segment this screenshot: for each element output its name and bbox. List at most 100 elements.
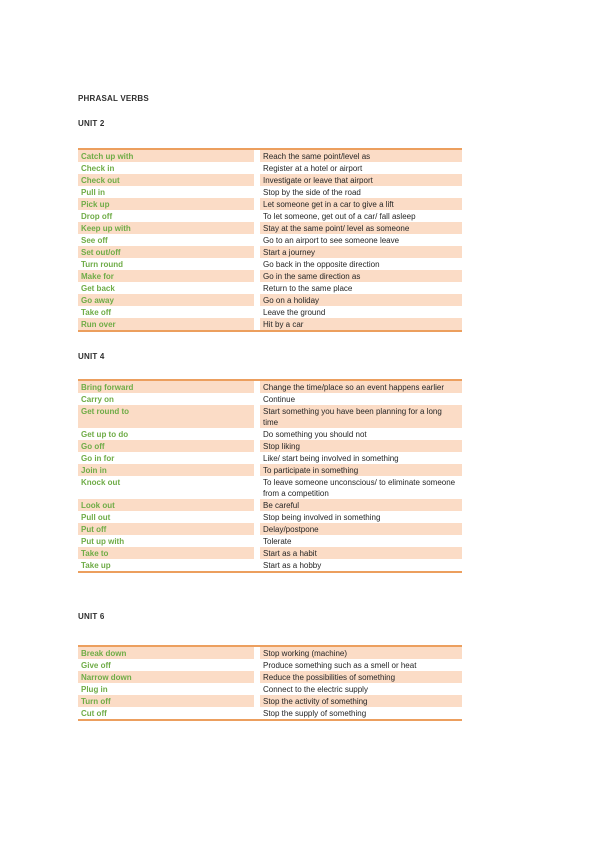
meaning: To let someone, get out of a car/ fall a… [263,212,416,221]
table-row: Pick up Let someone get in a car to give … [78,198,462,210]
meaning: Go in the same direction as [260,270,462,282]
meaning: Start something you have been planning f… [260,405,462,428]
phrasal-verb: Keep up with [78,222,254,234]
column-divider [254,246,260,258]
column-divider [254,318,260,330]
phrasal-verbs-table-unit-2: Catch up with Reach the same point/level … [78,148,462,332]
table-row: Join in To participate in something [78,464,462,476]
phrasal-verb: Give off [81,661,111,670]
meaning: Produce something such as a smell or hea… [263,661,417,670]
column-divider [254,707,260,719]
unit-heading-2: UNIT 2 [78,119,105,128]
column-divider [254,452,260,464]
table-row: Drop off To let someone, get out of a car… [78,210,462,222]
phrasal-verb: Take up [81,561,111,570]
table-row: Go away Go on a holiday [78,294,462,306]
doc-title: PHRASAL VERBS [78,94,149,103]
column-divider [254,174,260,186]
meaning: Start as a hobby [263,561,322,570]
table-row: Look out Be careful [78,499,462,511]
phrasal-verb: Knock out [81,478,121,487]
column-divider [254,405,260,428]
phrasal-verb: Drop off [81,212,113,221]
phrasal-verb: Break down [78,647,254,659]
meaning: Stop being involved in something [263,513,381,522]
column-divider [254,499,260,511]
table-row: Keep up with Stay at the same point/ leve… [78,222,462,234]
meaning: Return to the same place [263,284,353,293]
meaning: Start a journey [260,246,462,258]
phrasal-verb: Turn round [81,260,124,269]
phrasal-verb: Put off [78,523,254,535]
column-divider [254,186,260,198]
phrasal-verb: Set out/off [78,246,254,258]
table-row: Go in for Like/ start being involved in s… [78,452,462,464]
column-divider [254,535,260,547]
table-row: Catch up with Reach the same point/level … [78,150,462,162]
phrasal-verbs-table-unit-4: Bring forward Change the time/place so an… [78,379,462,573]
meaning: Stop working (machine) [260,647,462,659]
phrasal-verb: Join in [78,464,254,476]
table-row: Put off Delay/postpone [78,523,462,535]
meaning: Be careful [260,499,462,511]
column-divider [254,282,260,294]
meaning: Stop by the side of the road [263,188,361,197]
meaning: Delay/postpone [260,523,462,535]
phrasal-verb: Make for [78,270,254,282]
column-divider [254,523,260,535]
column-divider [254,511,260,523]
column-divider [254,306,260,318]
table-row: Carry on Continue [78,393,462,405]
column-divider [254,647,260,659]
table-row: Pull out Stop being involved in something [78,511,462,523]
column-divider [254,464,260,476]
meaning: Stop liking [260,440,462,452]
table-row: Turn off Stop the activity of something [78,695,462,707]
unit-heading-4: UNIT 4 [78,352,105,361]
phrasal-verb: See off [81,236,108,245]
table-row: Take to Start as a habit [78,547,462,559]
column-divider [254,476,260,499]
table-row: Get up to do Do something you should not [78,428,462,440]
phrasal-verb: Check in [81,164,115,173]
phrasal-verb: Catch up with [78,150,254,162]
column-divider [254,222,260,234]
meaning: Do something you should not [263,430,367,439]
table-row: Get round to Start something you have bee… [78,405,462,428]
column-divider [254,381,260,393]
table-row: Plug in Connect to the electric supply [78,683,462,695]
column-divider [254,234,260,246]
meaning: Go to an airport to see someone leave [263,236,400,245]
phrasal-verb: Take to [78,547,254,559]
table-row: Break down Stop working (machine) [78,647,462,659]
column-divider [254,198,260,210]
phrasal-verb: Look out [78,499,254,511]
meaning: Tolerate [263,537,292,546]
table-row: See off Go to an airport to see someone l… [78,234,462,246]
meaning: Register at a hotel or airport [263,164,363,173]
table-row: Knock out To leave someone unconscious/ t… [78,476,462,499]
table-row: Check out Investigate or leave that airpo… [78,174,462,186]
table-row: Narrow down Reduce the possibilities of s… [78,671,462,683]
column-divider [254,270,260,282]
phrasal-verb: Narrow down [78,671,254,683]
column-divider [254,559,260,571]
table-row: Pull in Stop by the side of the road [78,186,462,198]
unit-heading-6: UNIT 6 [78,612,105,621]
table-row: Bring forward Change the time/place so an… [78,381,462,393]
phrasal-verb: Turn off [78,695,254,707]
meaning: Start as a habit [260,547,462,559]
table-row: Take up Start as a hobby [78,559,462,571]
phrasal-verb: Cut off [81,709,107,718]
column-divider [254,659,260,671]
phrasal-verb: Get back [81,284,115,293]
meaning: Let someone get in a car to give a lift [260,198,462,210]
phrasal-verb: Pick up [78,198,254,210]
meaning: Connect to the electric supply [263,685,368,694]
column-divider [254,440,260,452]
meaning: Go on a holiday [260,294,462,306]
table-row: Make for Go in the same direction as [78,270,462,282]
column-divider [254,162,260,174]
phrasal-verb: Go away [78,294,254,306]
